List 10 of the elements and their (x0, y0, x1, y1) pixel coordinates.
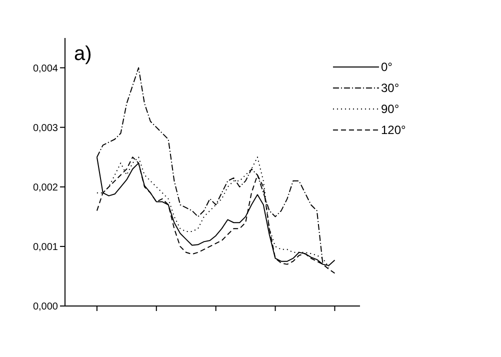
legend-label: 120° (381, 122, 406, 136)
legend-label: 30° (381, 80, 400, 94)
y-tick-label: 0,004 (32, 63, 58, 74)
text: a) (74, 43, 92, 66)
y-tick-label: 0,002 (32, 182, 58, 194)
y-tick-label: 0,003 (32, 122, 58, 134)
legend-label: 0° (381, 60, 392, 74)
y-tick-label: 0,001 (32, 242, 58, 253)
legend-label: 90° (381, 102, 400, 116)
y-tick-label: 0,000 (32, 302, 58, 313)
